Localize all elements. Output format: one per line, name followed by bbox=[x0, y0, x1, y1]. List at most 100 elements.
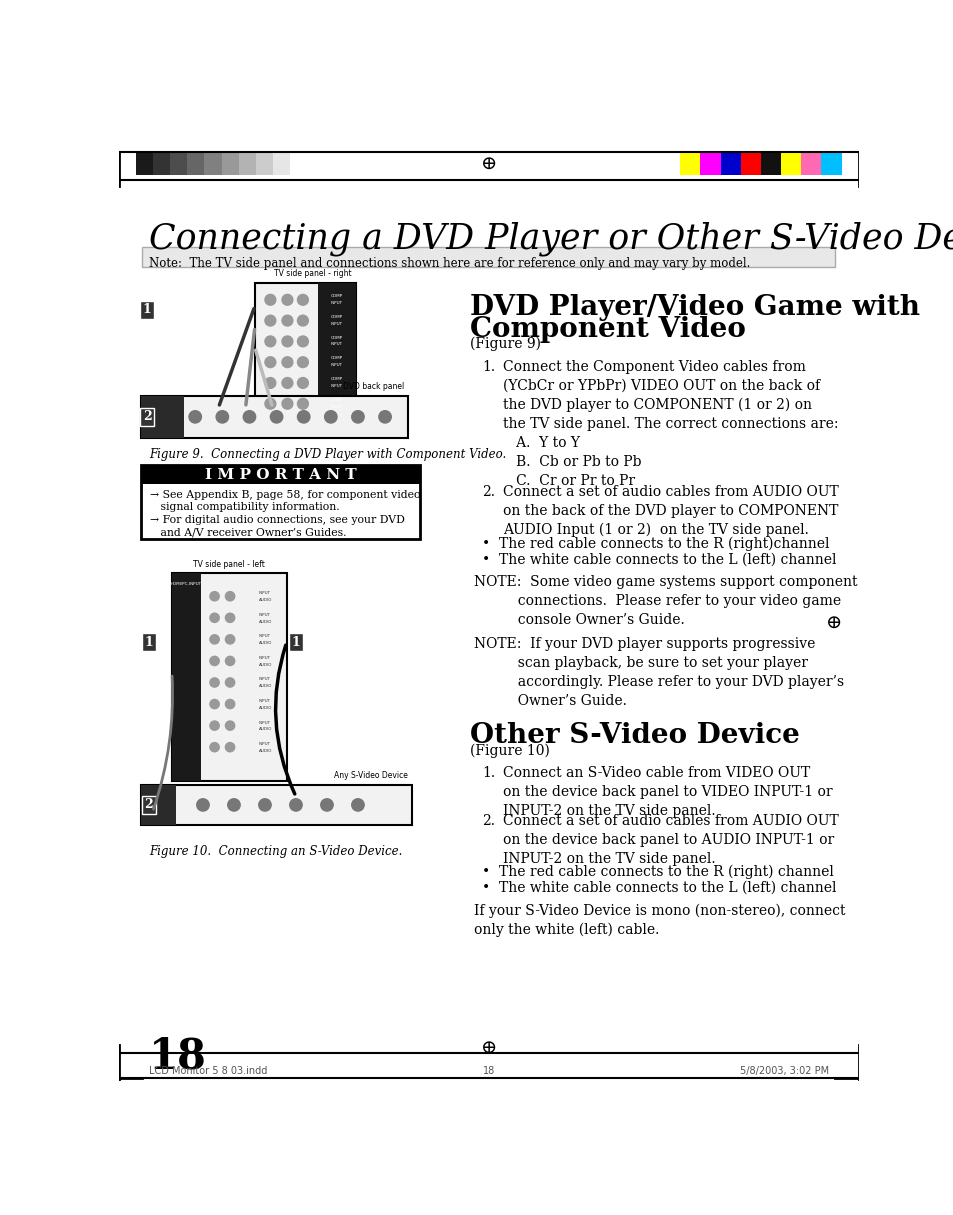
Text: → For digital audio connections, see your DVD
   and A/V receiver Owner’s Guides: → For digital audio connections, see you… bbox=[150, 515, 405, 537]
Bar bbox=[187, 153, 204, 175]
Bar bbox=[141, 785, 412, 825]
Text: INPUT: INPUT bbox=[331, 322, 343, 326]
Text: INPUT: INPUT bbox=[258, 699, 271, 703]
Text: COMP: COMP bbox=[331, 397, 343, 402]
Text: Connecting a DVD Player or Other S-Video Device: Connecting a DVD Player or Other S-Video… bbox=[149, 221, 953, 256]
Text: Figure 9.  Connecting a DVD Player with Component Video.: Figure 9. Connecting a DVD Player with C… bbox=[149, 447, 505, 460]
Text: NOTE:  If your DVD player supports progressive
          scan playback, be sure : NOTE: If your DVD player supports progre… bbox=[474, 637, 843, 708]
Bar bbox=[720, 153, 740, 175]
Text: HDMI/PC-INPUT: HDMI/PC-INPUT bbox=[171, 582, 202, 587]
Circle shape bbox=[196, 798, 209, 812]
Circle shape bbox=[297, 315, 308, 326]
Circle shape bbox=[225, 634, 234, 644]
Text: INPUT: INPUT bbox=[258, 656, 271, 660]
Text: 1.: 1. bbox=[481, 360, 495, 374]
Circle shape bbox=[265, 315, 275, 326]
Text: Note:  The TV side panel and connections shown here are for reference only and m: Note: The TV side panel and connections … bbox=[149, 256, 749, 270]
Text: INPUT: INPUT bbox=[258, 634, 271, 638]
Circle shape bbox=[324, 411, 336, 423]
Circle shape bbox=[297, 411, 310, 423]
Text: AUDIO: AUDIO bbox=[258, 706, 272, 710]
Circle shape bbox=[282, 294, 293, 305]
Text: (Figure 9): (Figure 9) bbox=[470, 337, 540, 351]
Text: 2.: 2. bbox=[481, 814, 495, 829]
Text: 1: 1 bbox=[144, 635, 152, 649]
Circle shape bbox=[282, 337, 293, 346]
Text: AUDIO: AUDIO bbox=[258, 662, 272, 667]
Circle shape bbox=[225, 700, 234, 708]
Text: Other S-Video Device: Other S-Video Device bbox=[470, 722, 800, 748]
Text: COMP: COMP bbox=[331, 356, 343, 361]
Text: Connect a set of audio cables from AUDIO OUT
on the back of the DVD player to CO: Connect a set of audio cables from AUDIO… bbox=[502, 485, 838, 537]
Bar bbox=[740, 153, 760, 175]
Circle shape bbox=[297, 357, 308, 368]
Circle shape bbox=[243, 411, 255, 423]
Text: INPUT: INPUT bbox=[331, 384, 343, 388]
Text: AUDIO: AUDIO bbox=[258, 620, 272, 623]
Circle shape bbox=[352, 411, 364, 423]
Text: Component Video: Component Video bbox=[470, 316, 745, 343]
Circle shape bbox=[210, 634, 219, 644]
Circle shape bbox=[210, 720, 219, 730]
Text: 1: 1 bbox=[292, 635, 300, 649]
Text: 1: 1 bbox=[143, 304, 152, 316]
Text: Figure 10.  Connecting an S-Video Device.: Figure 10. Connecting an S-Video Device. bbox=[149, 844, 401, 858]
Text: AUDIO: AUDIO bbox=[258, 748, 272, 753]
Circle shape bbox=[297, 337, 308, 346]
Text: 5/8/2003, 3:02 PM: 5/8/2003, 3:02 PM bbox=[740, 1067, 828, 1076]
Text: •  The white cable connects to the L (left) channel: • The white cable connects to the L (lef… bbox=[481, 553, 836, 566]
Text: INPUT: INPUT bbox=[331, 301, 343, 305]
Text: COMP: COMP bbox=[331, 377, 343, 382]
Bar bbox=[290, 153, 307, 175]
Text: 2: 2 bbox=[143, 411, 152, 423]
Text: INPUT: INPUT bbox=[258, 720, 271, 724]
Circle shape bbox=[297, 378, 308, 389]
Bar bbox=[141, 396, 183, 439]
Circle shape bbox=[282, 357, 293, 368]
Text: If your S-Video Device is mono (non-stereo), connect
only the white (left) cable: If your S-Video Device is mono (non-ster… bbox=[474, 904, 844, 938]
Text: INPUT: INPUT bbox=[331, 405, 343, 408]
Bar bbox=[318, 283, 355, 425]
Circle shape bbox=[352, 798, 364, 812]
Bar bbox=[141, 785, 175, 825]
Bar bbox=[760, 153, 781, 175]
Circle shape bbox=[210, 678, 219, 688]
Circle shape bbox=[265, 399, 275, 409]
Text: AUDIO: AUDIO bbox=[258, 598, 272, 603]
Text: 2.: 2. bbox=[481, 485, 495, 498]
Bar bbox=[142, 248, 835, 267]
Bar bbox=[255, 153, 273, 175]
Circle shape bbox=[216, 411, 229, 423]
Text: 18: 18 bbox=[482, 1067, 495, 1076]
Text: 1.: 1. bbox=[481, 765, 495, 780]
Bar bbox=[153, 153, 171, 175]
Circle shape bbox=[282, 378, 293, 389]
Text: AUDIO: AUDIO bbox=[258, 642, 272, 645]
Circle shape bbox=[210, 700, 219, 708]
Bar bbox=[221, 153, 238, 175]
Circle shape bbox=[258, 798, 271, 812]
Bar bbox=[171, 153, 187, 175]
Text: 2: 2 bbox=[144, 798, 152, 812]
Text: DVD Player/Video Game with: DVD Player/Video Game with bbox=[470, 294, 920, 321]
Text: INPUT: INPUT bbox=[331, 363, 343, 367]
Bar bbox=[141, 465, 419, 484]
Circle shape bbox=[270, 411, 282, 423]
Text: (Figure 10): (Figure 10) bbox=[470, 744, 550, 758]
Bar bbox=[700, 153, 720, 175]
Text: COMP: COMP bbox=[331, 294, 343, 298]
Text: I M P O R T A N T: I M P O R T A N T bbox=[205, 468, 355, 481]
Text: TV side panel - right: TV side panel - right bbox=[274, 270, 352, 278]
Circle shape bbox=[225, 720, 234, 730]
Text: INPUT: INPUT bbox=[258, 742, 271, 746]
Text: •  The red cable connects to the R (right) channel: • The red cable connects to the R (right… bbox=[481, 865, 833, 880]
Circle shape bbox=[225, 742, 234, 752]
Text: LCD Monitor 5 8 03.indd: LCD Monitor 5 8 03.indd bbox=[149, 1067, 267, 1076]
Text: •  The red cable connects to the R (right)channel: • The red cable connects to the R (right… bbox=[481, 537, 828, 552]
Text: → See Appendix B, page 58, for component video
   signal compatibility informati: → See Appendix B, page 58, for component… bbox=[150, 490, 420, 513]
Text: Connect a set of audio cables from AUDIO OUT
on the device back panel to AUDIO I: Connect a set of audio cables from AUDIO… bbox=[502, 814, 838, 866]
Circle shape bbox=[228, 798, 240, 812]
Bar bbox=[801, 153, 821, 175]
Circle shape bbox=[225, 592, 234, 601]
Bar bbox=[172, 573, 286, 781]
